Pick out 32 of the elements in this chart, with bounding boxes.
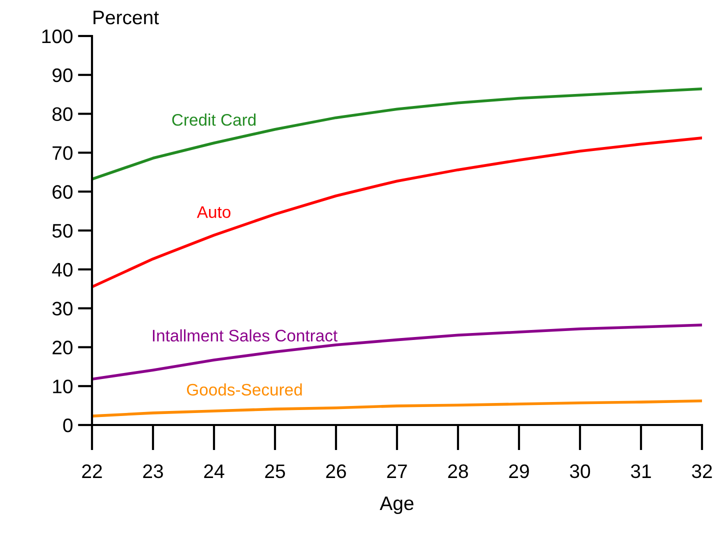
y-tick-label: 50 xyxy=(52,224,72,238)
y-axis-title: Percent xyxy=(94,10,159,24)
line-series xyxy=(92,88,702,181)
y-tick-label: 100 xyxy=(42,29,72,44)
line-series xyxy=(92,324,702,380)
x-tick-label: 31 xyxy=(630,464,651,478)
x-axis-title: Age xyxy=(380,496,414,514)
series-label: Goods-Secured xyxy=(186,383,302,396)
y-tick-label: 10 xyxy=(53,380,72,394)
y-tick-label: 60 xyxy=(52,185,72,199)
line-series xyxy=(92,399,702,418)
series-label: Credit Card xyxy=(172,114,256,126)
y-tick-label: 20 xyxy=(52,340,72,354)
x-tick-label: 27 xyxy=(387,464,407,478)
x-tick-label: 32 xyxy=(692,464,712,478)
line-series xyxy=(92,136,702,288)
y-tick-label: 40 xyxy=(52,262,72,277)
y-tick-label: 0 xyxy=(63,418,72,432)
x-tick-label: 29 xyxy=(509,464,529,478)
y-tick-label: 90 xyxy=(52,68,72,82)
x-tick-label: 23 xyxy=(143,464,163,478)
x-tick-label: 26 xyxy=(326,464,346,478)
x-tick-label: 24 xyxy=(204,464,224,478)
y-tick-label: 80 xyxy=(52,107,72,122)
x-tick-label: 22 xyxy=(82,464,102,478)
x-tick-label: 28 xyxy=(448,464,468,478)
x-tick-label: 30 xyxy=(570,464,590,478)
series-label: Intallment Sales Contract xyxy=(152,329,338,342)
series-label: Auto xyxy=(196,206,230,218)
y-tick-label: 30 xyxy=(52,302,72,316)
x-tick-label: 25 xyxy=(265,464,285,478)
y-tick-label: 70 xyxy=(52,146,72,160)
